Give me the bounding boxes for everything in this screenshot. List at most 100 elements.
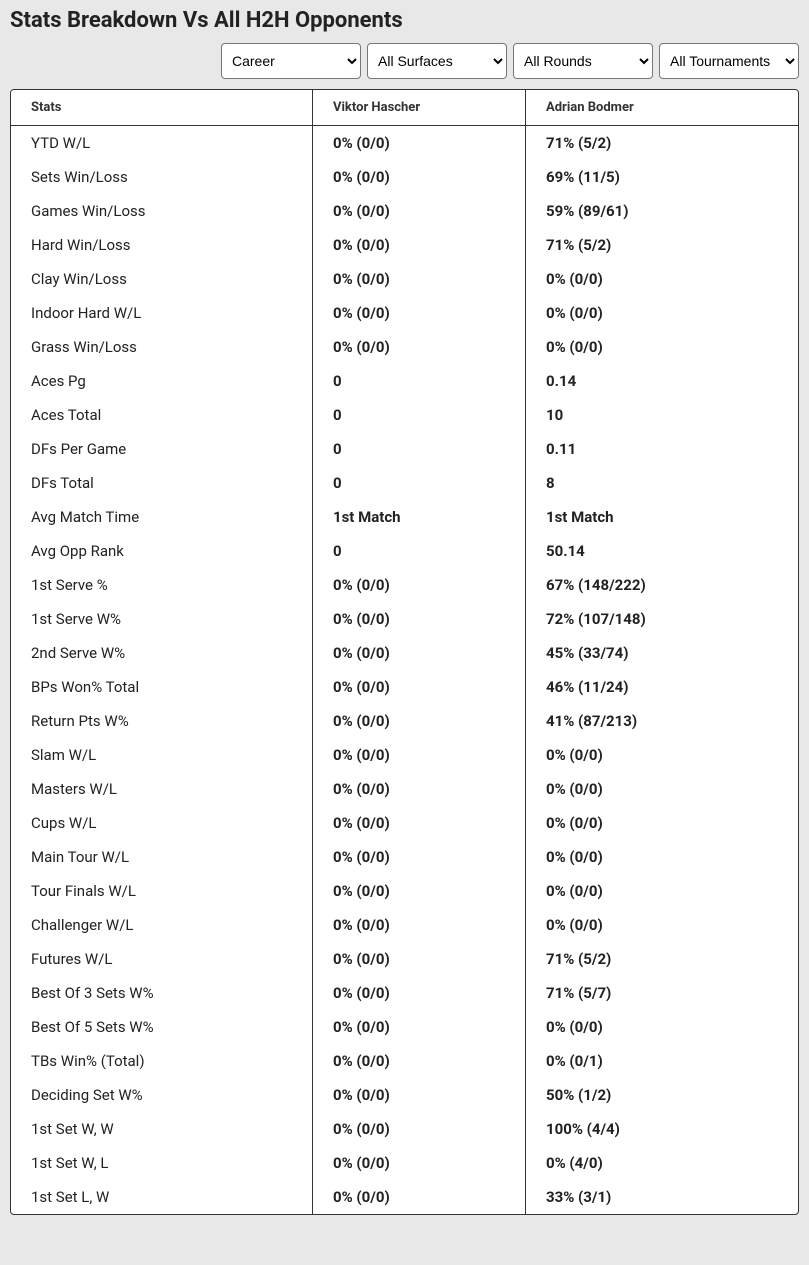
tournament-select[interactable]: All Tournaments <box>659 43 799 79</box>
stat-label: Cups W/L <box>11 806 313 840</box>
stat-value-player1: 0 <box>313 432 526 466</box>
stat-label: Aces Total <box>11 398 313 432</box>
table-row: Hard Win/Loss0% (0/0)71% (5/2) <box>11 228 798 262</box>
stat-value-player2: 100% (4/4) <box>526 1112 798 1146</box>
table-row: Deciding Set W%0% (0/0)50% (1/2) <box>11 1078 798 1112</box>
stat-value-player1: 0% (0/0) <box>313 874 526 908</box>
stat-label: 2nd Serve W% <box>11 636 313 670</box>
table-row: Indoor Hard W/L0% (0/0)0% (0/0) <box>11 296 798 330</box>
table-row: DFs Total08 <box>11 466 798 500</box>
stat-label: 1st Serve W% <box>11 602 313 636</box>
table-row: 1st Set L, W0% (0/0)33% (3/1) <box>11 1180 798 1214</box>
stat-label: Sets Win/Loss <box>11 160 313 194</box>
stat-value-player2: 10 <box>526 398 798 432</box>
stat-value-player1: 1st Match <box>313 500 526 534</box>
stat-value-player1: 0% (0/0) <box>313 228 526 262</box>
table-row: Futures W/L0% (0/0)71% (5/2) <box>11 942 798 976</box>
stat-label: Hard Win/Loss <box>11 228 313 262</box>
stat-value-player1: 0% (0/0) <box>313 1010 526 1044</box>
stat-label: Avg Match Time <box>11 500 313 534</box>
stat-label: Main Tour W/L <box>11 840 313 874</box>
stat-value-player2: 0% (0/0) <box>526 908 798 942</box>
stat-value-player2: 67% (148/222) <box>526 568 798 602</box>
stat-value-player2: 0% (0/0) <box>526 772 798 806</box>
stat-value-player1: 0% (0/0) <box>313 772 526 806</box>
table-row: Main Tour W/L0% (0/0)0% (0/0) <box>11 840 798 874</box>
stat-value-player2: 59% (89/61) <box>526 194 798 228</box>
stat-label: Grass Win/Loss <box>11 330 313 364</box>
stat-value-player1: 0% (0/0) <box>313 568 526 602</box>
stat-label: Clay Win/Loss <box>11 262 313 296</box>
stat-value-player2: 1st Match <box>526 500 798 534</box>
stat-value-player2: 33% (3/1) <box>526 1180 798 1214</box>
table-row: 1st Serve W%0% (0/0)72% (107/148) <box>11 602 798 636</box>
stat-label: Aces Pg <box>11 364 313 398</box>
stat-label: Indoor Hard W/L <box>11 296 313 330</box>
stat-label: DFs Total <box>11 466 313 500</box>
stat-value-player2: 69% (11/5) <box>526 160 798 194</box>
stat-label: YTD W/L <box>11 126 313 160</box>
stat-value-player1: 0% (0/0) <box>313 840 526 874</box>
stat-label: Tour Finals W/L <box>11 874 313 908</box>
stat-label: 1st Serve % <box>11 568 313 602</box>
table-row: Best Of 3 Sets W%0% (0/0)71% (5/7) <box>11 976 798 1010</box>
stat-value-player1: 0 <box>313 364 526 398</box>
table-row: Challenger W/L0% (0/0)0% (0/0) <box>11 908 798 942</box>
table-row: Aces Pg00.14 <box>11 364 798 398</box>
stat-value-player1: 0% (0/0) <box>313 908 526 942</box>
stat-value-player2: 0% (0/0) <box>526 840 798 874</box>
stat-value-player1: 0% (0/0) <box>313 126 526 160</box>
stat-value-player2: 0% (0/0) <box>526 296 798 330</box>
table-row: 1st Set W, W0% (0/0)100% (4/4) <box>11 1112 798 1146</box>
stat-value-player1: 0% (0/0) <box>313 670 526 704</box>
table-row: Avg Opp Rank050.14 <box>11 534 798 568</box>
table-header-row: Stats Viktor Hascher Adrian Bodmer <box>11 90 798 126</box>
stat-value-player1: 0% (0/0) <box>313 1180 526 1214</box>
table-row: Clay Win/Loss0% (0/0)0% (0/0) <box>11 262 798 296</box>
stat-label: Return Pts W% <box>11 704 313 738</box>
table-row: Slam W/L0% (0/0)0% (0/0) <box>11 738 798 772</box>
table-row: Masters W/L0% (0/0)0% (0/0) <box>11 772 798 806</box>
table-row: BPs Won% Total0% (0/0)46% (11/24) <box>11 670 798 704</box>
table-row: 1st Serve %0% (0/0)67% (148/222) <box>11 568 798 602</box>
stat-value-player2: 50.14 <box>526 534 798 568</box>
stat-label: 1st Set W, W <box>11 1112 313 1146</box>
stat-value-player1: 0% (0/0) <box>313 160 526 194</box>
stat-label: Masters W/L <box>11 772 313 806</box>
col-header-player2: Adrian Bodmer <box>526 90 798 125</box>
stat-value-player1: 0% (0/0) <box>313 1146 526 1180</box>
stat-value-player1: 0% (0/0) <box>313 976 526 1010</box>
stat-value-player1: 0% (0/0) <box>313 636 526 670</box>
period-select[interactable]: Career <box>221 43 361 79</box>
stat-label: Best Of 3 Sets W% <box>11 976 313 1010</box>
stat-label: TBs Win% (Total) <box>11 1044 313 1078</box>
stat-label: Best Of 5 Sets W% <box>11 1010 313 1044</box>
stat-value-player1: 0 <box>313 466 526 500</box>
stat-value-player2: 71% (5/2) <box>526 942 798 976</box>
round-select[interactable]: All Rounds <box>513 43 653 79</box>
stat-value-player1: 0% (0/0) <box>313 942 526 976</box>
table-row: Return Pts W%0% (0/0)41% (87/213) <box>11 704 798 738</box>
stat-value-player1: 0% (0/0) <box>313 1044 526 1078</box>
table-row: TBs Win% (Total)0% (0/0)0% (0/1) <box>11 1044 798 1078</box>
stat-value-player1: 0% (0/0) <box>313 194 526 228</box>
stat-value-player1: 0% (0/0) <box>313 1078 526 1112</box>
stat-value-player2: 8 <box>526 466 798 500</box>
stat-value-player2: 0.14 <box>526 364 798 398</box>
stat-value-player2: 41% (87/213) <box>526 704 798 738</box>
page-title: Stats Breakdown Vs All H2H Opponents <box>10 8 799 33</box>
table-row: 1st Set W, L0% (0/0)0% (4/0) <box>11 1146 798 1180</box>
stat-value-player2: 72% (107/148) <box>526 602 798 636</box>
filters-bar: Career All Surfaces All Rounds All Tourn… <box>10 43 799 79</box>
stat-value-player1: 0% (0/0) <box>313 330 526 364</box>
stat-value-player2: 0% (0/0) <box>526 330 798 364</box>
stat-label: Avg Opp Rank <box>11 534 313 568</box>
stat-value-player2: 0% (0/0) <box>526 738 798 772</box>
table-row: Cups W/L0% (0/0)0% (0/0) <box>11 806 798 840</box>
stat-label: BPs Won% Total <box>11 670 313 704</box>
col-header-stats: Stats <box>11 90 313 125</box>
stat-value-player2: 50% (1/2) <box>526 1078 798 1112</box>
col-header-player1: Viktor Hascher <box>313 90 526 125</box>
stat-value-player1: 0% (0/0) <box>313 738 526 772</box>
surface-select[interactable]: All Surfaces <box>367 43 507 79</box>
